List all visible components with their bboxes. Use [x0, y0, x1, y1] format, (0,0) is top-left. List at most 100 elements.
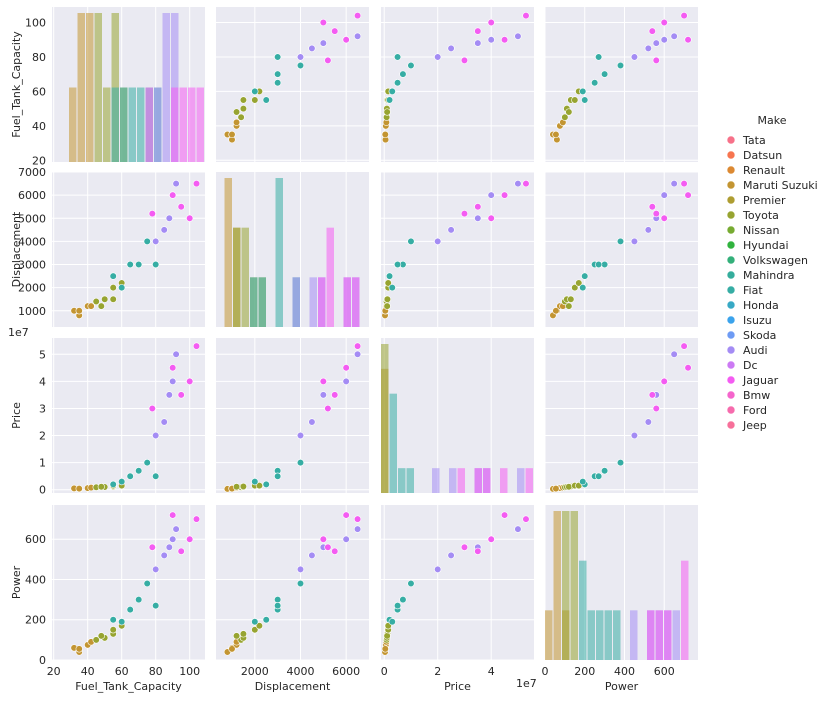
histogram-bar	[224, 178, 232, 327]
scatter-point	[118, 284, 126, 292]
x-axis-label: Price	[444, 680, 471, 693]
scatter-point	[143, 579, 151, 588]
scatter-point	[630, 237, 639, 246]
scatter-point	[75, 645, 83, 653]
scatter-point	[251, 626, 259, 634]
scatter-point	[579, 87, 587, 95]
scatter-point	[353, 32, 362, 40]
scatter-point	[274, 70, 282, 78]
scatter-point	[385, 96, 394, 104]
scatter-point	[296, 579, 305, 588]
histogram-bar	[145, 87, 153, 162]
scatter-point	[474, 214, 482, 222]
scatter-point	[331, 391, 339, 399]
scatter-point	[514, 32, 522, 40]
scatter-point	[319, 377, 327, 385]
scatter-point	[262, 480, 270, 488]
scatter-point	[522, 179, 530, 188]
panel-Fuel_Tank_Capacity-vs-Price	[381, 7, 534, 162]
scatter-point	[552, 130, 560, 139]
x-tick-label: 2	[434, 665, 441, 678]
x-tick-label: 0	[542, 665, 549, 678]
legend-marker	[726, 315, 736, 325]
y-tick-label: 5000	[18, 212, 46, 225]
scatter-point	[177, 547, 185, 555]
scatter-point	[152, 565, 160, 574]
legend-entry-label: Mahindra	[743, 269, 794, 282]
scatter-point	[579, 478, 587, 486]
scatter-point	[262, 616, 270, 624]
legend-marker	[726, 165, 736, 175]
scatter-point	[353, 350, 362, 358]
y-axis-label: Fuel_Tank_Capacity	[10, 31, 23, 138]
scatter-point	[228, 645, 236, 653]
scatter-point	[353, 525, 362, 533]
scatter-point	[342, 364, 350, 372]
scatter-point	[169, 511, 177, 519]
scatter-point	[460, 210, 469, 218]
histogram-bar	[604, 610, 612, 660]
x-axis-label: Displacement	[255, 680, 331, 693]
x-tick-label: 2000	[241, 665, 269, 678]
scatter-point	[522, 515, 530, 523]
legend-marker	[726, 150, 736, 160]
scatter-point	[342, 377, 350, 385]
scatter-point	[308, 418, 316, 426]
scatter-point	[192, 515, 201, 523]
histogram-bar	[188, 87, 196, 162]
scatter-point	[447, 44, 455, 52]
histogram-bar	[664, 610, 672, 660]
panel-Price-vs-Price	[381, 338, 534, 493]
scatter-point	[239, 482, 248, 491]
legend-entry-label: Datsun	[743, 149, 782, 162]
y-tick-label: 40	[32, 120, 46, 133]
scatter-point	[177, 391, 185, 399]
histogram-bar	[398, 468, 406, 493]
x-tick-label: 100	[179, 665, 200, 678]
x-axis-label: Fuel_Tank_Capacity	[75, 680, 182, 693]
scatter-point	[274, 596, 282, 604]
scatter-point	[652, 404, 660, 413]
y-tick-label: 80	[32, 51, 46, 64]
scatter-point	[308, 551, 316, 559]
scatter-point	[571, 96, 579, 104]
histogram-bar	[162, 13, 170, 162]
scatter-point	[652, 39, 660, 47]
y-tick-label: 7000	[18, 166, 46, 179]
scatter-point	[186, 535, 194, 543]
scatter-point	[228, 130, 236, 139]
scatter-point	[274, 472, 282, 480]
legend-entry-label: Skoda	[743, 329, 776, 342]
scatter-point	[143, 459, 151, 467]
histogram-bar	[483, 468, 491, 493]
scatter-point	[383, 632, 391, 640]
y-tick-label: 0	[39, 484, 46, 497]
legend-marker	[726, 345, 736, 355]
y-axis-label: Displacement	[10, 211, 23, 287]
scatter-point	[148, 404, 156, 413]
scatter-point	[393, 260, 402, 269]
scatter-point	[296, 61, 305, 70]
legend-marker	[726, 300, 736, 310]
scatter-point	[148, 210, 156, 218]
scatter-point	[630, 431, 639, 440]
scatter-point	[660, 214, 668, 222]
scatter-point	[186, 377, 194, 385]
scatter-point	[644, 44, 652, 52]
panel-Displacement-vs-Price	[381, 171, 534, 327]
y-tick-label: 20	[32, 154, 46, 167]
scatter-point	[644, 226, 652, 234]
scatter-point	[126, 472, 134, 480]
panel-Fuel_Tank_Capacity-vs-Power	[544, 7, 698, 162]
histogram-bar	[318, 277, 326, 327]
histogram-bar	[545, 610, 553, 660]
histogram-bar	[587, 610, 595, 660]
scatter-point	[172, 350, 180, 358]
scatter-point	[319, 535, 327, 543]
scatter-point	[552, 485, 560, 493]
histogram-bar	[258, 277, 266, 327]
panel-background	[216, 7, 369, 162]
scatter-point	[152, 602, 160, 610]
x-tick-label: 600	[654, 665, 675, 678]
legend-marker	[726, 225, 736, 235]
